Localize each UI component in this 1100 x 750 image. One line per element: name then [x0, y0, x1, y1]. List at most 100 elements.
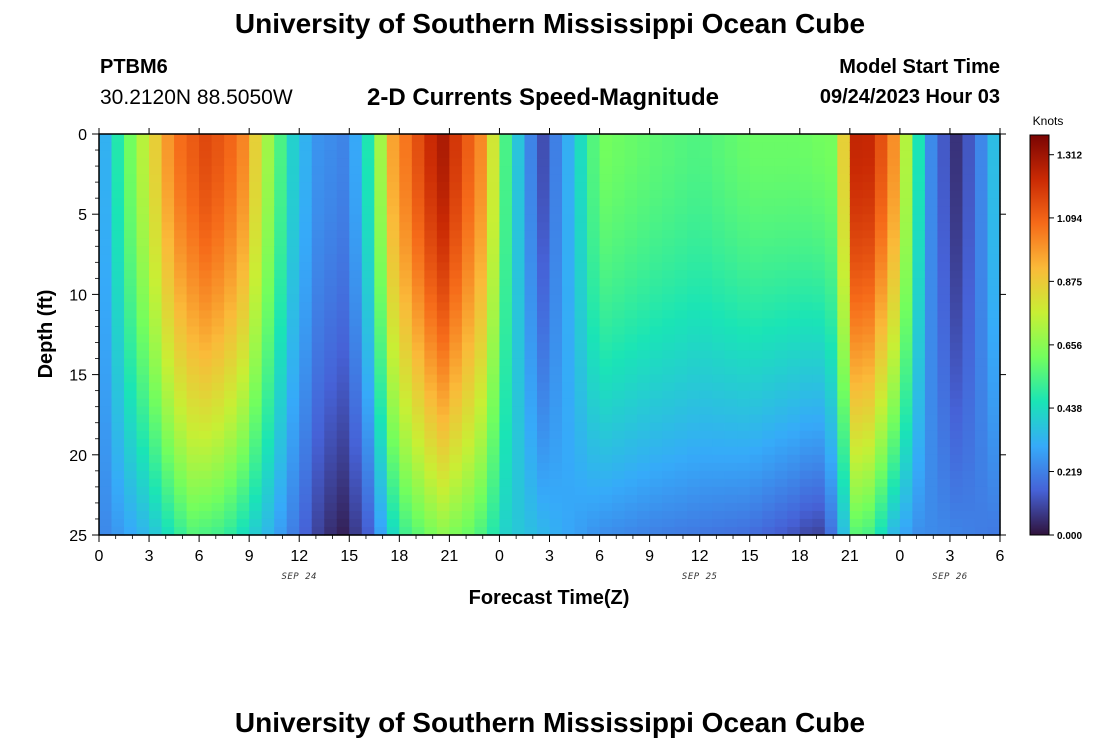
heatmap-cell	[687, 166, 701, 175]
heatmap-cell	[787, 430, 801, 440]
heatmap-cell	[449, 254, 463, 263]
heatmap-cell	[749, 406, 763, 416]
heatmap-cell	[712, 270, 726, 279]
heatmap-cell	[174, 270, 188, 279]
heatmap-cell	[674, 510, 688, 520]
heatmap-cell	[111, 206, 125, 215]
heatmap-cell	[724, 358, 738, 368]
heatmap-cell	[236, 422, 250, 432]
heatmap-cell	[461, 430, 476, 440]
heatmap-cell	[549, 294, 563, 304]
heatmap-cell	[524, 406, 538, 416]
heatmap-cell	[687, 174, 701, 183]
heatmap-cell	[149, 510, 163, 520]
heatmap-cell	[161, 262, 175, 271]
heatmap-cell	[286, 366, 300, 376]
heatmap-cell	[712, 326, 726, 336]
heatmap-cell	[787, 518, 801, 528]
heatmap-cell	[474, 278, 488, 287]
heatmap-cell	[286, 446, 300, 456]
heatmap-cell	[749, 382, 763, 392]
heatmap-cell	[899, 166, 913, 175]
heatmap-cell	[111, 398, 125, 408]
heatmap-cell	[799, 158, 813, 167]
heatmap-cell	[299, 350, 313, 360]
heatmap-cell	[324, 406, 338, 416]
heatmap-cell	[436, 510, 450, 520]
heatmap-cell	[361, 174, 375, 183]
heatmap-cell	[149, 366, 163, 376]
heatmap-cell	[587, 374, 601, 384]
heatmap-cell	[124, 430, 138, 440]
heatmap-cell	[386, 270, 400, 279]
heatmap-cell	[374, 374, 388, 384]
heatmap-cell	[862, 462, 876, 472]
heatmap-cell	[111, 430, 125, 440]
heatmap-cell	[762, 486, 776, 496]
heatmap-cell	[912, 134, 926, 143]
heatmap-cell	[224, 294, 238, 304]
heatmap-cell	[812, 454, 826, 464]
heatmap-cell	[399, 366, 413, 376]
heatmap-cell	[499, 278, 513, 287]
heatmap-cell	[349, 182, 363, 191]
heatmap-cell	[862, 334, 876, 344]
heatmap-cell	[324, 446, 338, 456]
heatmap-cell	[336, 438, 350, 448]
heatmap-cell	[874, 454, 888, 464]
heatmap-cell	[874, 414, 888, 424]
heatmap-cell	[411, 398, 425, 408]
heatmap-cell	[474, 174, 488, 183]
heatmap-cell	[799, 286, 813, 295]
heatmap-cell	[136, 518, 150, 528]
heatmap-cell	[311, 166, 325, 175]
heatmap-cell	[236, 238, 250, 247]
heatmap-cell	[311, 206, 325, 215]
heatmap-cell	[149, 270, 163, 279]
heatmap-cell	[349, 158, 363, 167]
heatmap-cell	[562, 470, 576, 480]
y-axis-title: Depth (ft)	[35, 290, 57, 379]
heatmap-cell	[249, 486, 263, 496]
heatmap-cell	[824, 174, 838, 183]
heatmap-cell	[224, 222, 238, 231]
heatmap-cell	[937, 350, 951, 360]
heatmap-cell	[874, 174, 888, 183]
heatmap-cell	[924, 502, 939, 512]
heatmap-cell	[536, 390, 551, 400]
heatmap-cell	[699, 494, 713, 504]
heatmap-cell	[411, 438, 425, 448]
heatmap-cell	[712, 286, 726, 295]
heatmap-cell	[424, 478, 438, 488]
heatmap-cell	[449, 158, 463, 167]
heatmap-cell	[962, 382, 976, 392]
heatmap-cell	[899, 438, 913, 448]
heatmap-cell	[286, 134, 300, 143]
heatmap-cell	[286, 182, 300, 191]
heatmap-cell	[812, 366, 826, 376]
heatmap-cell	[799, 262, 813, 271]
heatmap-cell	[887, 438, 901, 448]
heatmap-cell	[662, 246, 676, 255]
heatmap-cell	[724, 182, 738, 191]
heatmap-cell	[737, 198, 751, 207]
heatmap-cell	[299, 270, 313, 279]
heatmap-cell	[837, 342, 851, 352]
heatmap-cell	[762, 318, 776, 328]
heatmap-cell	[324, 334, 338, 344]
heatmap-cell	[449, 470, 463, 480]
heatmap-cell	[324, 318, 338, 328]
heatmap-cell	[874, 270, 888, 279]
heatmap-cell	[562, 414, 576, 424]
heatmap-cell	[336, 302, 350, 312]
heatmap-cell	[874, 438, 888, 448]
heatmap-cell	[687, 398, 701, 408]
heatmap-cell	[311, 198, 325, 207]
heatmap-cell	[236, 318, 250, 328]
heatmap-cell	[299, 134, 313, 143]
heatmap-cell	[124, 526, 138, 536]
heatmap-cell	[424, 374, 438, 384]
heatmap-cell	[924, 246, 939, 255]
heatmap-cell	[712, 526, 726, 536]
heatmap-cell	[587, 446, 601, 456]
